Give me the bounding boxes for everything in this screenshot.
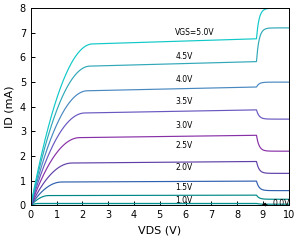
X-axis label: VDS (V): VDS (V) [138,226,181,236]
Text: 0.0V: 0.0V [263,199,290,208]
Text: 3.0V: 3.0V [175,121,193,130]
Text: 2.0V: 2.0V [175,163,193,172]
Y-axis label: ID (mA): ID (mA) [4,85,14,128]
Text: VGS=5.0V: VGS=5.0V [175,28,215,37]
Text: 4.0V: 4.0V [175,75,193,84]
Text: 1.0V: 1.0V [175,196,193,205]
Text: 2.5V: 2.5V [175,140,193,150]
Text: 3.5V: 3.5V [175,97,193,106]
Text: 1.5V: 1.5V [175,183,193,192]
Text: 4.5V: 4.5V [175,52,193,61]
